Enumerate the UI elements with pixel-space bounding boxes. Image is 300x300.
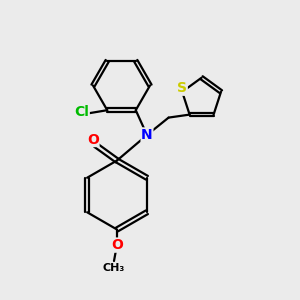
Text: S: S bbox=[177, 81, 187, 95]
Text: O: O bbox=[111, 238, 123, 252]
Text: CH₃: CH₃ bbox=[103, 262, 125, 273]
Text: Cl: Cl bbox=[74, 105, 89, 119]
Text: N: N bbox=[141, 128, 153, 142]
Text: O: O bbox=[87, 133, 99, 146]
